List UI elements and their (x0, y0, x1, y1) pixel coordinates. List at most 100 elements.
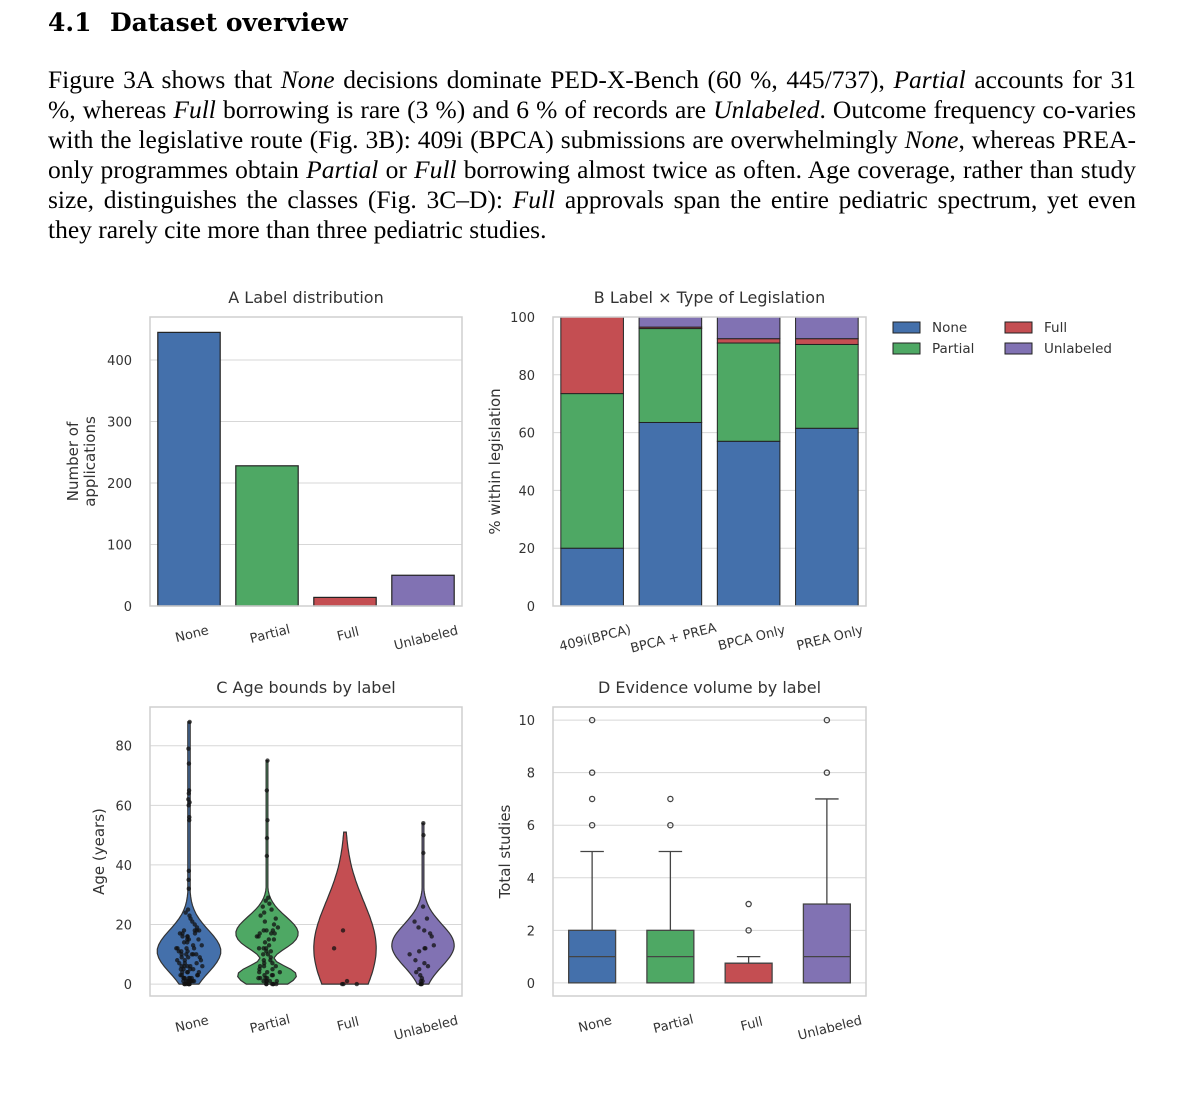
data-point (185, 969, 190, 975)
x-tick-label: None (174, 1013, 211, 1036)
data-point (270, 928, 276, 933)
box-full (724, 962, 773, 984)
axes-frame (552, 316, 867, 607)
outlier-point (823, 769, 831, 776)
data-point (177, 931, 183, 936)
y-axis-label: Number of (64, 421, 82, 501)
data-point (174, 946, 179, 951)
data-point (269, 907, 274, 912)
data-point (257, 931, 262, 936)
legend-swatch-none (892, 321, 921, 334)
y-tick-label: 8 (527, 767, 535, 782)
data-point (264, 975, 270, 981)
data-point (431, 943, 437, 948)
data-point (420, 904, 426, 909)
data-point (262, 972, 267, 978)
italic-term: None (904, 125, 959, 154)
data-point (418, 972, 423, 978)
data-point (199, 943, 204, 948)
stack-none (795, 427, 859, 607)
data-point (200, 964, 205, 969)
data-point (422, 928, 427, 933)
legend-label: Full (1044, 320, 1067, 336)
stack-partial (560, 393, 624, 549)
data-point (266, 943, 272, 948)
text-run: Figure 3A shows that (48, 65, 281, 94)
axes-frame (552, 706, 867, 997)
data-point (417, 966, 422, 972)
data-point (421, 820, 426, 826)
data-point (413, 958, 418, 963)
data-point (427, 931, 433, 936)
bar-unlabeled (391, 574, 455, 607)
panel-title: B Label × Type of Legislation (594, 288, 825, 307)
data-point (267, 901, 272, 906)
y-tick-label: 20 (518, 542, 535, 557)
y-axis-label: % within legislation (486, 388, 504, 534)
data-point (186, 868, 192, 874)
x-tick-label: None (577, 1013, 614, 1036)
data-point (256, 975, 261, 981)
x-tick-label: Unlabeled (796, 1013, 863, 1043)
panel-title: A Label distribution (228, 288, 383, 307)
data-point (185, 907, 191, 912)
data-point (331, 946, 337, 951)
data-point (264, 788, 270, 793)
data-point (187, 719, 192, 725)
data-point (257, 964, 263, 969)
text-run: borrowing almost twice as often. Age cov… (48, 155, 1137, 214)
y-tick-label: 200 (107, 477, 132, 492)
section-title: Dataset overview (110, 8, 348, 37)
body-paragraph: Figure 3A shows that None decisions domi… (48, 65, 1136, 245)
data-point (197, 955, 202, 960)
data-point (194, 961, 199, 966)
outlier-point (588, 821, 596, 829)
panel-title: C Age bounds by label (216, 678, 396, 697)
x-tick-label: BPCA + PREA (629, 621, 718, 657)
data-point (192, 922, 197, 927)
x-tick-label: Full (739, 1015, 764, 1035)
data-point (270, 972, 276, 978)
box-unlabeled (802, 903, 852, 984)
data-point (264, 969, 270, 975)
data-point (265, 758, 270, 763)
data-point (186, 746, 191, 751)
data-point (188, 964, 193, 969)
text-run: accounts for 31 %, whereas (48, 65, 1136, 124)
bar-full (313, 596, 377, 607)
data-point (196, 969, 202, 975)
data-point (264, 835, 270, 841)
data-point (191, 966, 196, 972)
data-point (175, 958, 180, 963)
legend-swatch-full (1004, 321, 1033, 334)
stack-unlabeled (795, 316, 859, 340)
data-point (260, 904, 265, 909)
data-point (416, 925, 421, 930)
y-tick-label: 300 (107, 416, 132, 431)
stack-partial (716, 342, 781, 442)
y-axis-label: applications (81, 416, 99, 507)
stack-full (795, 338, 859, 345)
outlier-point (823, 716, 831, 724)
y-tick-label: 10 (518, 714, 535, 729)
y-tick-label: 80 (518, 369, 535, 384)
data-point (194, 925, 200, 930)
y-axis-label: Total studies (496, 804, 514, 899)
data-point (407, 952, 412, 957)
data-point (273, 916, 278, 921)
text-run: . Outcome frequency co-varies with the l… (48, 95, 1137, 154)
data-point (271, 922, 277, 927)
data-point (187, 913, 192, 918)
data-point (186, 797, 191, 802)
text-run: or (378, 155, 415, 184)
outlier-point (667, 795, 674, 803)
data-point (271, 981, 276, 987)
stack-none (716, 440, 781, 607)
data-point (260, 952, 266, 957)
data-point (414, 969, 419, 975)
data-point (270, 966, 275, 972)
data-point (267, 978, 273, 984)
x-tick-label: Unlabeled (393, 1013, 460, 1043)
text-run: , whereas PREA-only programmes obtain (48, 125, 1136, 184)
data-point (184, 946, 189, 951)
